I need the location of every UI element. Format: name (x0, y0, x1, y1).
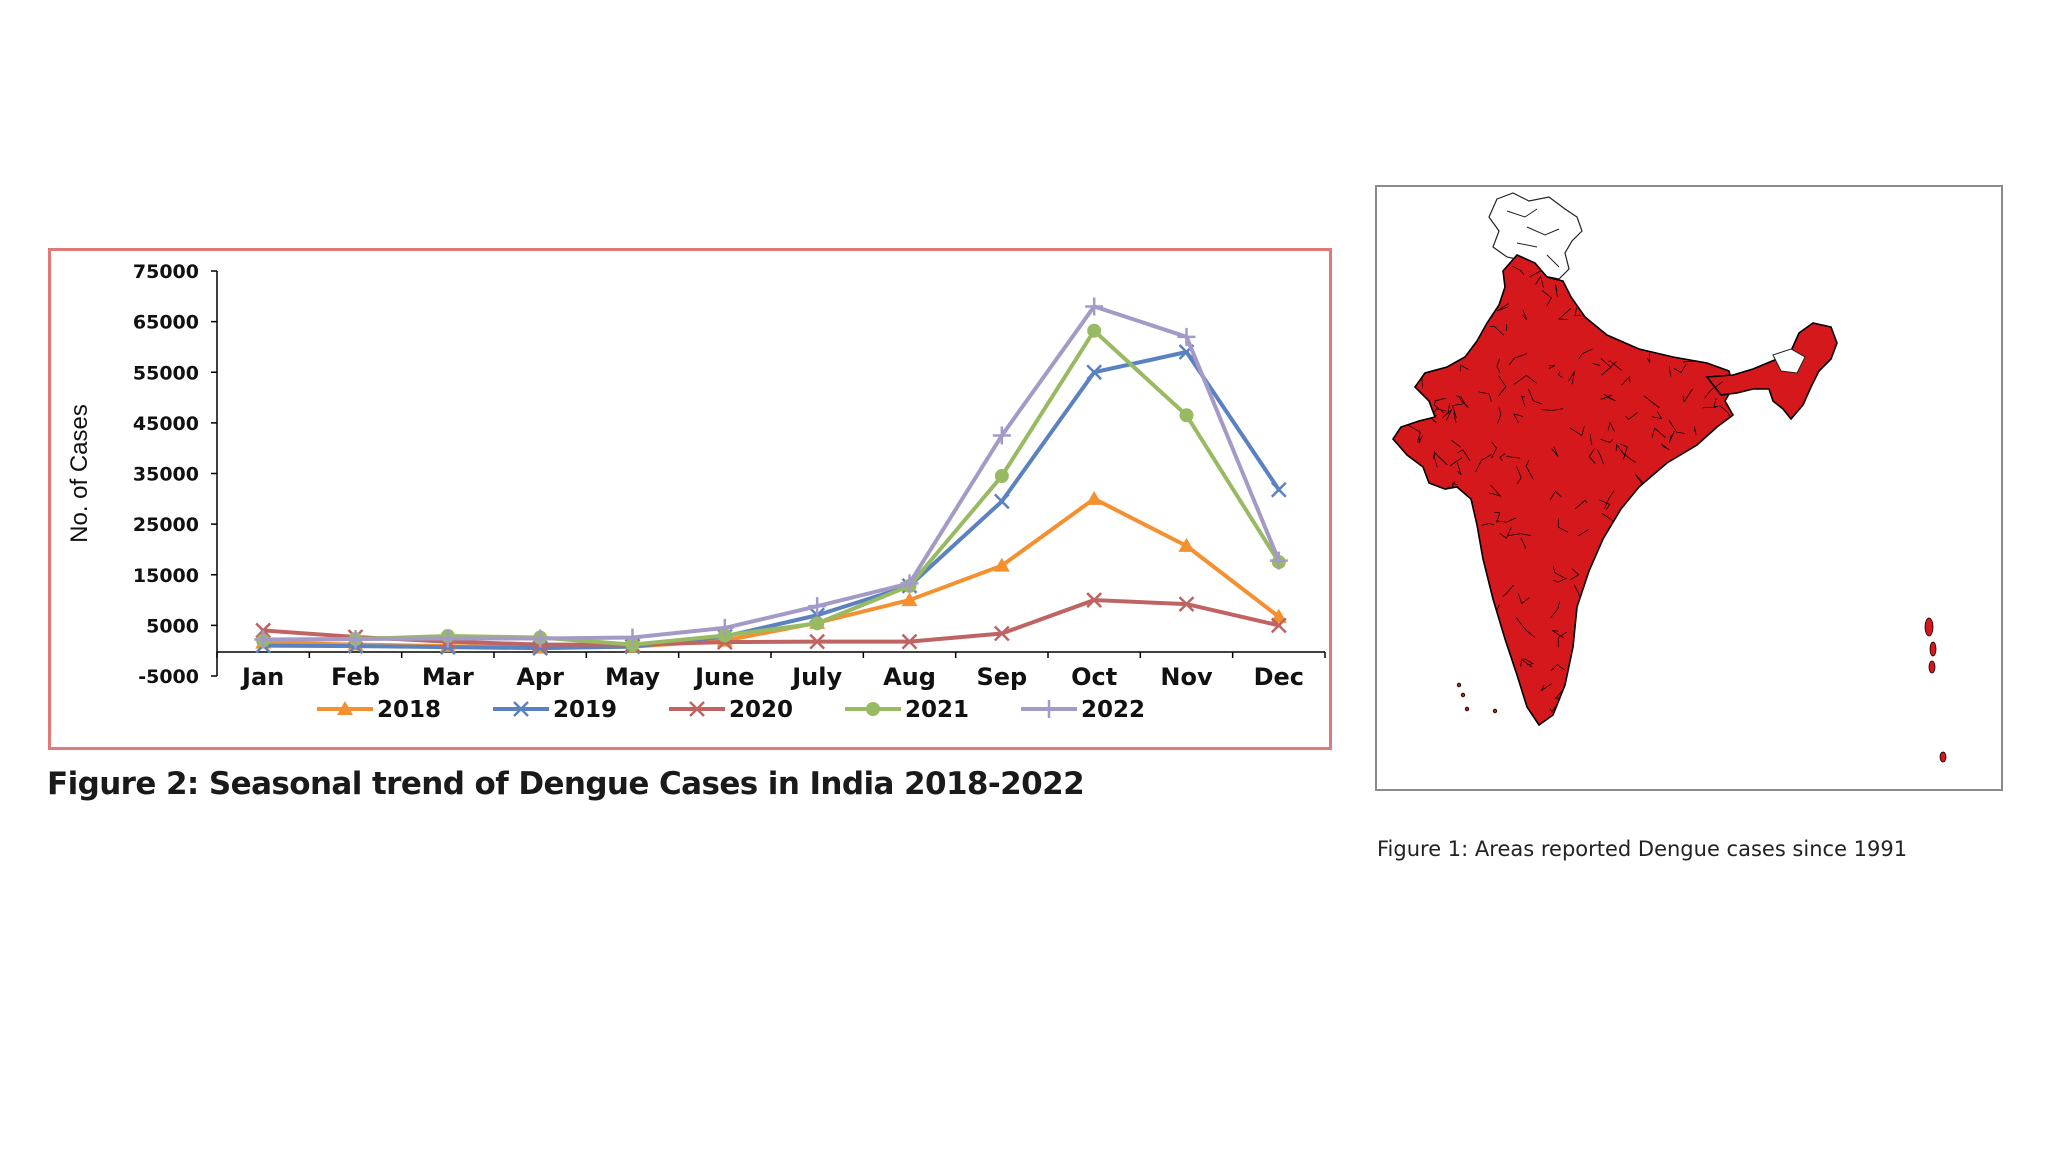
x-tick-label: Oct (1071, 663, 1117, 691)
x-tick-label: Apr (516, 663, 564, 691)
series-2022-point (1085, 297, 1104, 316)
x-tick-label: July (790, 663, 842, 691)
legend-label-2019: 2019 (553, 697, 617, 723)
legend-label-2022: 2022 (1081, 697, 1145, 723)
series-2022-point (531, 629, 550, 648)
x-tick-label: June (693, 663, 754, 691)
series-2022-point (808, 597, 827, 616)
legend-marker-2019 (513, 701, 529, 717)
y-tick-label: 5000 (146, 615, 199, 637)
series-2021-point (1179, 408, 1194, 423)
figure-2-caption: Figure 2: Seasonal trend of Dengue Cases… (47, 766, 1085, 802)
y-axis-title: No. of Cases (66, 404, 93, 543)
series-2018-point (993, 557, 1010, 572)
series-2020-line (261, 598, 1281, 647)
chart-panel: 75000 65000 55000 45000 35000 25000 15000 5000 -… (48, 248, 1332, 750)
series-2021-point (1087, 323, 1102, 338)
map-district-borders (1393, 255, 1733, 725)
series-2022-point (254, 630, 273, 649)
x-tick-label: Dec (1254, 663, 1304, 691)
x-tick-label: May (605, 663, 660, 691)
series-2022-point (623, 628, 642, 647)
series-2022-point (438, 629, 457, 648)
y-tick-label: 15000 (133, 565, 199, 587)
series-2018-point (1270, 608, 1287, 623)
y-tick-label: 55000 (133, 362, 199, 384)
series-2022-point (992, 426, 1011, 445)
y-tick-label: 45000 (133, 413, 199, 435)
y-tick-label: 65000 (133, 312, 199, 334)
series-2022-point (346, 630, 365, 649)
dengue-line-chart: 75000 65000 55000 45000 35000 25000 15000 5000 -… (66, 261, 1326, 723)
series-2019-point (993, 493, 1010, 510)
map-mainland-reported-region (1391, 254, 1735, 727)
series-2020-point (1178, 596, 1195, 612)
legend-marker-2022 (1040, 700, 1058, 718)
series-2022-point (1269, 551, 1288, 570)
map-island-markers (1456, 617, 1947, 763)
x-tick-label: Mar (422, 663, 474, 691)
series-2018-point (901, 592, 918, 607)
series-2022-point (1177, 327, 1196, 346)
series-2021-point (994, 469, 1009, 484)
series-2020-point (1270, 617, 1287, 634)
legend-label-2021: 2021 (905, 697, 969, 723)
map-northeast-unreported-patch (1772, 348, 1806, 374)
india-dengue-map (1391, 192, 1947, 763)
legend-marker-2020 (689, 701, 705, 717)
map-unreported-north-region (1488, 192, 1583, 280)
legend-label-2018: 2018 (377, 697, 441, 723)
series-2020-point (255, 622, 272, 639)
series-2022-point (900, 574, 919, 593)
series-2019-point (1086, 364, 1103, 381)
series-2018-point (1086, 490, 1103, 505)
figure-1-caption: Figure 1: Areas reported Dengue cases si… (1377, 837, 1908, 861)
series-2020-point (993, 625, 1010, 642)
x-tick-label: Feb (331, 663, 380, 691)
series-2019-line (261, 350, 1281, 651)
series-2022-point (715, 618, 734, 637)
y-tick-label: -5000 (138, 666, 199, 688)
series-2018-point (1178, 537, 1195, 552)
legend-marker-2018 (337, 701, 353, 715)
x-tick-label: Nov (1160, 663, 1213, 691)
x-tick-label: Jan (240, 663, 284, 691)
map-unreported-north-lines (1506, 208, 1560, 268)
india-map-panel (1375, 185, 2003, 791)
series-2020-point (1086, 592, 1103, 608)
series-2020-point (809, 633, 826, 650)
legend-label-2020: 2020 (729, 697, 793, 723)
y-tick-label: 25000 (133, 514, 199, 536)
y-tick-label: 35000 (133, 464, 199, 486)
series-2021-point (810, 616, 825, 631)
map-district-border-lines (1393, 255, 1733, 725)
series-2021-line (261, 328, 1281, 647)
y-tick-label: 75000 (133, 261, 199, 283)
legend-marker-2021 (866, 702, 880, 716)
series-2022-line (261, 304, 1281, 642)
x-tick-label: Aug (883, 663, 936, 691)
x-tick-label: Sep (976, 663, 1027, 691)
series-2020-point (901, 633, 918, 650)
series-2019-point (1270, 481, 1287, 498)
